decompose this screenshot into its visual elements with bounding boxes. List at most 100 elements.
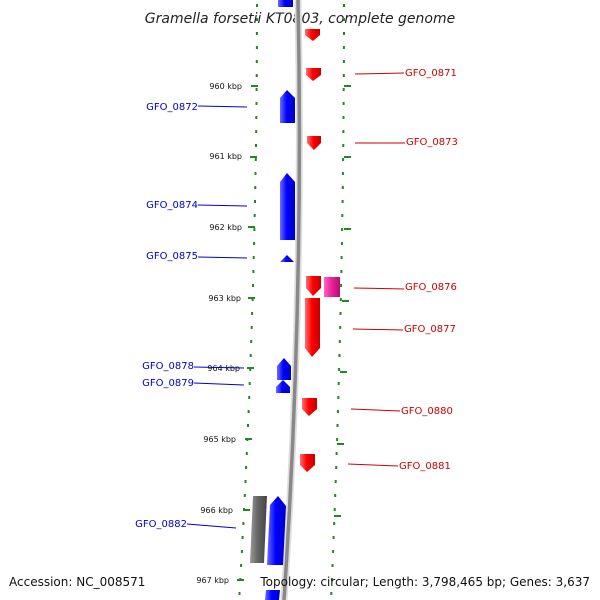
guide-dot-right — [341, 172, 344, 175]
guide-dot-left — [253, 214, 256, 217]
reverse-gene-labels: GFO_0871 GFO_0873 GFO_0876 GFO_0877 GFO_… — [347, 68, 458, 472]
tick-label: 960 kbp — [209, 82, 242, 91]
guide-dot-left — [255, 130, 258, 133]
tick-label: 965 kbp — [203, 435, 236, 444]
tick-label: 963 kbp — [208, 294, 241, 303]
guide-dot-right — [340, 242, 343, 245]
accession-text: Accession: NC_008571 — [9, 575, 145, 589]
guide-dot-right — [339, 326, 342, 329]
genome-summary-text: Topology: circular; Length: 3,798,465 bp… — [259, 575, 590, 589]
guide-dot-left — [247, 424, 249, 427]
guide-dot-left — [254, 172, 257, 175]
tick-label: 961 kbp — [209, 152, 242, 161]
guide-dot-right — [343, 4, 345, 7]
guide-dot-right — [341, 228, 344, 231]
guide-dot-left — [255, 74, 258, 77]
guide-dot-left — [249, 354, 252, 357]
guide-dot-right — [338, 368, 341, 371]
gene-arrow-gfo-0877[interactable] — [305, 298, 320, 357]
tick-label: 967 kbp — [196, 576, 229, 585]
guide-dot-left — [253, 242, 256, 245]
reverse-genes — [300, 29, 340, 472]
guide-dot-right — [343, 32, 345, 35]
guide-dot-right — [337, 396, 340, 399]
guide-dot-right — [338, 354, 341, 357]
scale-tick: 964 kbp — [207, 364, 254, 373]
gene-label-gfo-0873[interactable]: GFO_0873 — [406, 137, 458, 148]
guide-dot-right — [342, 130, 345, 133]
guide-dot-left — [251, 298, 254, 301]
guide-dot-right — [333, 522, 336, 525]
gene-label-gfo-0882[interactable]: GFO_0882 — [135, 519, 187, 530]
gene-arrow-gfo-0878[interactable] — [277, 358, 291, 380]
guide-dot-right — [336, 410, 339, 413]
gene-label-gfo-0879[interactable]: GFO_0879 — [142, 378, 194, 389]
guide-dot-right — [343, 18, 345, 21]
gene-arrow-gfo-0882[interactable] — [267, 496, 286, 565]
guide-dot-left — [241, 536, 244, 539]
scale-tick: 966 kbp — [200, 506, 250, 515]
guide-dot-right — [342, 74, 345, 77]
gene-arrow-gfo-0874[interactable] — [280, 173, 295, 240]
guide-dot-right — [333, 508, 336, 511]
gene-arrow-gfo-0873[interactable] — [307, 136, 321, 150]
guide-dot-left — [255, 144, 257, 147]
gene-arrow-gfo-0870 — [278, 0, 293, 7]
gene-label-gfo-0878[interactable]: GFO_0878 — [142, 361, 194, 372]
right-track-ticks — [334, 85, 351, 517]
gene-label-gfo-0872[interactable]: GFO_0872 — [146, 102, 198, 113]
guide-dot-right — [334, 494, 337, 497]
guide-dot-right — [330, 578, 333, 581]
guide-dot-left — [240, 564, 243, 567]
gene-label-gfo-0876[interactable]: GFO_0876 — [405, 282, 457, 293]
guide-dot-left — [254, 158, 257, 161]
scale-tick: 961 kbp — [209, 152, 257, 161]
gene-label-gfo-0880[interactable]: GFO_0880 — [401, 406, 453, 417]
guide-dot-left — [253, 228, 256, 231]
gene-label-gfo-0875[interactable]: GFO_0875 — [146, 251, 198, 262]
guide-dot-right — [342, 144, 345, 147]
guide-dot-left — [238, 592, 241, 595]
gene-label-gfo-0871[interactable]: GFO_0871 — [405, 68, 457, 79]
guide-dot-right — [342, 158, 345, 161]
tick-label: 962 kbp — [209, 223, 242, 232]
guide-dot-left — [255, 116, 258, 119]
guide-dot-right — [342, 60, 345, 63]
tick-label: 964 kbp — [207, 364, 240, 373]
feature-bar-gray — [250, 496, 267, 563]
guide-dot-left — [248, 382, 251, 385]
gene-arrow-gfo-0871[interactable] — [306, 68, 321, 81]
gene-arrow-gfo-0876[interactable] — [306, 276, 321, 296]
scale-tick: 965 kbp — [203, 435, 252, 444]
guide-dot-right — [335, 452, 338, 455]
guide-dot-right — [331, 564, 334, 567]
gene-arrow-gfo-0881[interactable] — [300, 454, 315, 472]
guide-dot-left — [240, 550, 243, 553]
guide-dot-right — [339, 298, 342, 301]
gene-label-gfo-0877[interactable]: GFO_0877 — [404, 324, 456, 335]
guide-dot-left — [255, 60, 258, 63]
scale-tick: 963 kbp — [208, 294, 255, 303]
guide-dot-right — [341, 200, 344, 203]
guide-dot-left — [251, 312, 254, 315]
gene-arrow-gfo-0883 — [265, 590, 280, 600]
guide-dot-right — [334, 480, 337, 483]
guide-dot-right — [340, 270, 343, 273]
guide-dot-left — [244, 480, 247, 483]
scale-tick: 962 kbp — [209, 223, 255, 232]
tick-label: 966 kbp — [200, 506, 233, 515]
guide-dot-left — [249, 368, 252, 371]
gene-arrow-gfo-0875[interactable] — [280, 255, 294, 262]
gene-arrow-gfo-0880[interactable] — [302, 398, 317, 416]
gene-arrow-gfo-0879[interactable] — [276, 380, 290, 393]
genome-backbone-line — [282, 0, 302, 600]
guide-dot-left — [245, 452, 248, 455]
gene-label-gfo-0874[interactable]: GFO_0874 — [146, 200, 198, 211]
guide-dot-right — [332, 550, 335, 553]
gene-arrow-gfo-0872[interactable] — [280, 90, 295, 123]
guide-dot-left — [255, 102, 258, 105]
guide-dot-left — [247, 410, 250, 413]
gene-label-gfo-0881[interactable]: GFO_0881 — [399, 461, 451, 472]
guide-dot-right — [340, 256, 343, 259]
